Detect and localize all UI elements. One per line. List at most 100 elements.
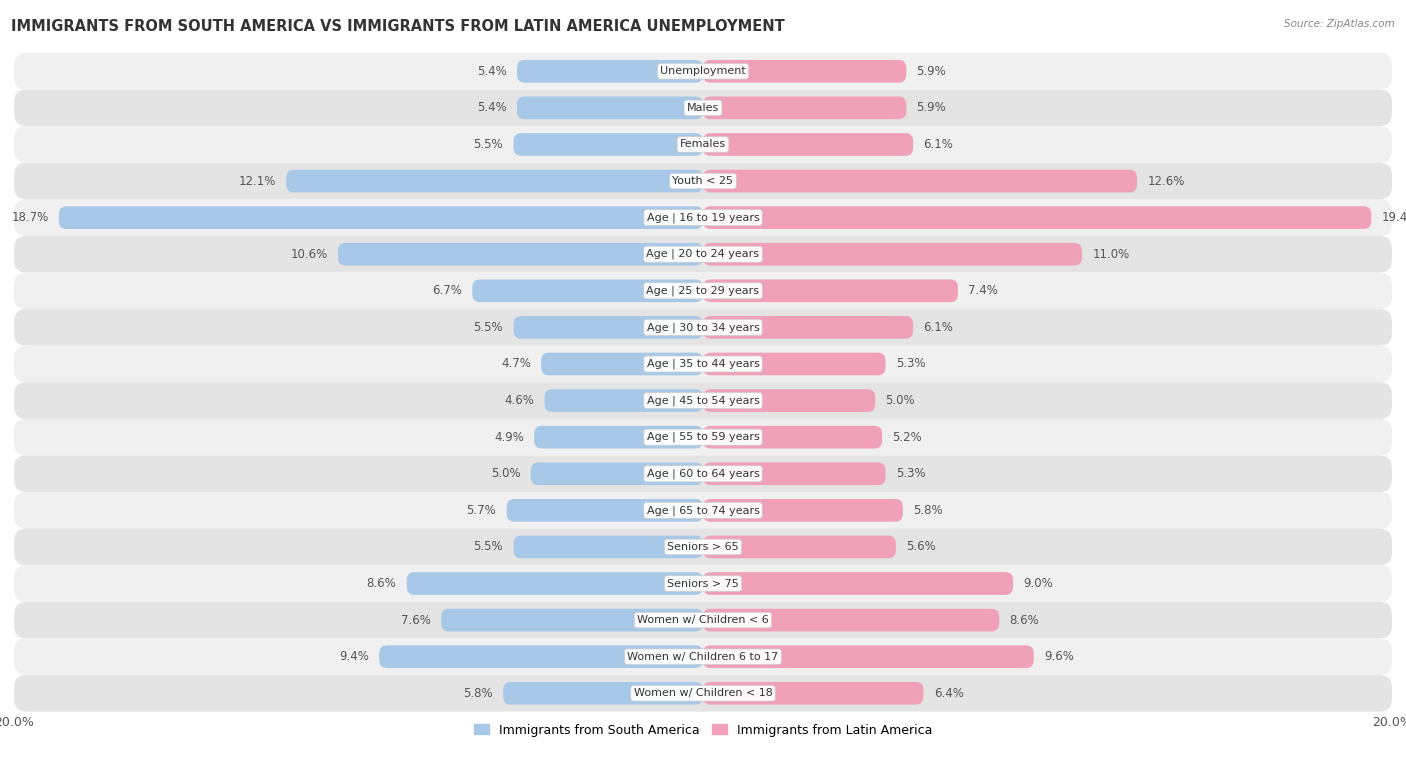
- Text: Age | 60 to 64 years: Age | 60 to 64 years: [647, 469, 759, 479]
- Text: 5.5%: 5.5%: [474, 321, 503, 334]
- FancyBboxPatch shape: [703, 316, 912, 338]
- FancyBboxPatch shape: [513, 316, 703, 338]
- Text: 5.8%: 5.8%: [463, 687, 494, 699]
- FancyBboxPatch shape: [544, 389, 703, 412]
- FancyBboxPatch shape: [14, 126, 1392, 163]
- FancyBboxPatch shape: [703, 353, 886, 375]
- Text: Age | 55 to 59 years: Age | 55 to 59 years: [647, 432, 759, 442]
- Text: 4.9%: 4.9%: [494, 431, 524, 444]
- Text: 5.3%: 5.3%: [896, 357, 925, 370]
- FancyBboxPatch shape: [14, 675, 1392, 712]
- FancyBboxPatch shape: [337, 243, 703, 266]
- Text: 6.1%: 6.1%: [924, 138, 953, 151]
- Text: 9.6%: 9.6%: [1045, 650, 1074, 663]
- Text: 5.4%: 5.4%: [477, 65, 506, 78]
- FancyBboxPatch shape: [14, 382, 1392, 419]
- FancyBboxPatch shape: [703, 646, 1033, 668]
- Text: 5.7%: 5.7%: [467, 504, 496, 517]
- Text: Females: Females: [681, 139, 725, 149]
- Text: 5.5%: 5.5%: [474, 138, 503, 151]
- Text: 5.3%: 5.3%: [896, 467, 925, 480]
- FancyBboxPatch shape: [14, 565, 1392, 602]
- FancyBboxPatch shape: [703, 426, 882, 448]
- Text: Age | 25 to 29 years: Age | 25 to 29 years: [647, 285, 759, 296]
- Text: 7.6%: 7.6%: [401, 614, 430, 627]
- Text: 18.7%: 18.7%: [11, 211, 48, 224]
- FancyBboxPatch shape: [14, 419, 1392, 456]
- Text: 5.6%: 5.6%: [907, 540, 936, 553]
- Text: Women w/ Children < 6: Women w/ Children < 6: [637, 615, 769, 625]
- Text: 12.6%: 12.6%: [1147, 175, 1185, 188]
- FancyBboxPatch shape: [531, 463, 703, 485]
- Text: Unemployment: Unemployment: [661, 67, 745, 76]
- FancyBboxPatch shape: [14, 602, 1392, 638]
- FancyBboxPatch shape: [14, 236, 1392, 273]
- FancyBboxPatch shape: [14, 89, 1392, 126]
- FancyBboxPatch shape: [14, 53, 1392, 89]
- Text: 6.1%: 6.1%: [924, 321, 953, 334]
- Text: Women w/ Children 6 to 17: Women w/ Children 6 to 17: [627, 652, 779, 662]
- FancyBboxPatch shape: [287, 170, 703, 192]
- FancyBboxPatch shape: [703, 682, 924, 705]
- FancyBboxPatch shape: [703, 389, 875, 412]
- FancyBboxPatch shape: [472, 279, 703, 302]
- FancyBboxPatch shape: [541, 353, 703, 375]
- FancyBboxPatch shape: [14, 492, 1392, 528]
- Text: Males: Males: [688, 103, 718, 113]
- FancyBboxPatch shape: [14, 163, 1392, 199]
- FancyBboxPatch shape: [14, 528, 1392, 565]
- FancyBboxPatch shape: [380, 646, 703, 668]
- Text: 6.7%: 6.7%: [432, 285, 461, 298]
- Text: Age | 16 to 19 years: Age | 16 to 19 years: [647, 213, 759, 223]
- Text: 12.1%: 12.1%: [239, 175, 276, 188]
- FancyBboxPatch shape: [59, 207, 703, 229]
- FancyBboxPatch shape: [703, 207, 1371, 229]
- Text: 9.4%: 9.4%: [339, 650, 368, 663]
- FancyBboxPatch shape: [703, 463, 886, 485]
- FancyBboxPatch shape: [517, 60, 703, 83]
- Text: 5.0%: 5.0%: [886, 394, 915, 407]
- Text: Age | 35 to 44 years: Age | 35 to 44 years: [647, 359, 759, 369]
- Text: Seniors > 65: Seniors > 65: [668, 542, 738, 552]
- FancyBboxPatch shape: [703, 170, 1137, 192]
- FancyBboxPatch shape: [406, 572, 703, 595]
- Text: Women w/ Children < 18: Women w/ Children < 18: [634, 688, 772, 698]
- FancyBboxPatch shape: [513, 536, 703, 558]
- Text: 8.6%: 8.6%: [367, 577, 396, 590]
- Text: Age | 45 to 54 years: Age | 45 to 54 years: [647, 395, 759, 406]
- FancyBboxPatch shape: [703, 499, 903, 522]
- Text: 4.6%: 4.6%: [505, 394, 534, 407]
- FancyBboxPatch shape: [506, 499, 703, 522]
- FancyBboxPatch shape: [703, 60, 907, 83]
- FancyBboxPatch shape: [14, 346, 1392, 382]
- FancyBboxPatch shape: [14, 273, 1392, 309]
- Text: Seniors > 75: Seniors > 75: [666, 578, 740, 588]
- FancyBboxPatch shape: [534, 426, 703, 448]
- Text: Youth < 25: Youth < 25: [672, 176, 734, 186]
- FancyBboxPatch shape: [14, 309, 1392, 346]
- FancyBboxPatch shape: [14, 456, 1392, 492]
- FancyBboxPatch shape: [703, 97, 907, 119]
- FancyBboxPatch shape: [513, 133, 703, 156]
- FancyBboxPatch shape: [14, 638, 1392, 675]
- Text: IMMIGRANTS FROM SOUTH AMERICA VS IMMIGRANTS FROM LATIN AMERICA UNEMPLOYMENT: IMMIGRANTS FROM SOUTH AMERICA VS IMMIGRA…: [11, 19, 785, 34]
- FancyBboxPatch shape: [703, 133, 912, 156]
- Text: 4.7%: 4.7%: [501, 357, 531, 370]
- Text: 5.2%: 5.2%: [893, 431, 922, 444]
- Text: 8.6%: 8.6%: [1010, 614, 1039, 627]
- Text: 5.5%: 5.5%: [474, 540, 503, 553]
- Text: Source: ZipAtlas.com: Source: ZipAtlas.com: [1284, 19, 1395, 29]
- Text: 11.0%: 11.0%: [1092, 248, 1129, 260]
- Text: 7.4%: 7.4%: [969, 285, 998, 298]
- FancyBboxPatch shape: [703, 572, 1012, 595]
- Text: 6.4%: 6.4%: [934, 687, 963, 699]
- FancyBboxPatch shape: [703, 243, 1083, 266]
- Text: Age | 30 to 34 years: Age | 30 to 34 years: [647, 322, 759, 332]
- Text: 10.6%: 10.6%: [290, 248, 328, 260]
- Text: 5.9%: 5.9%: [917, 65, 946, 78]
- Text: Age | 20 to 24 years: Age | 20 to 24 years: [647, 249, 759, 260]
- FancyBboxPatch shape: [517, 97, 703, 119]
- Text: 9.0%: 9.0%: [1024, 577, 1053, 590]
- FancyBboxPatch shape: [703, 609, 1000, 631]
- FancyBboxPatch shape: [441, 609, 703, 631]
